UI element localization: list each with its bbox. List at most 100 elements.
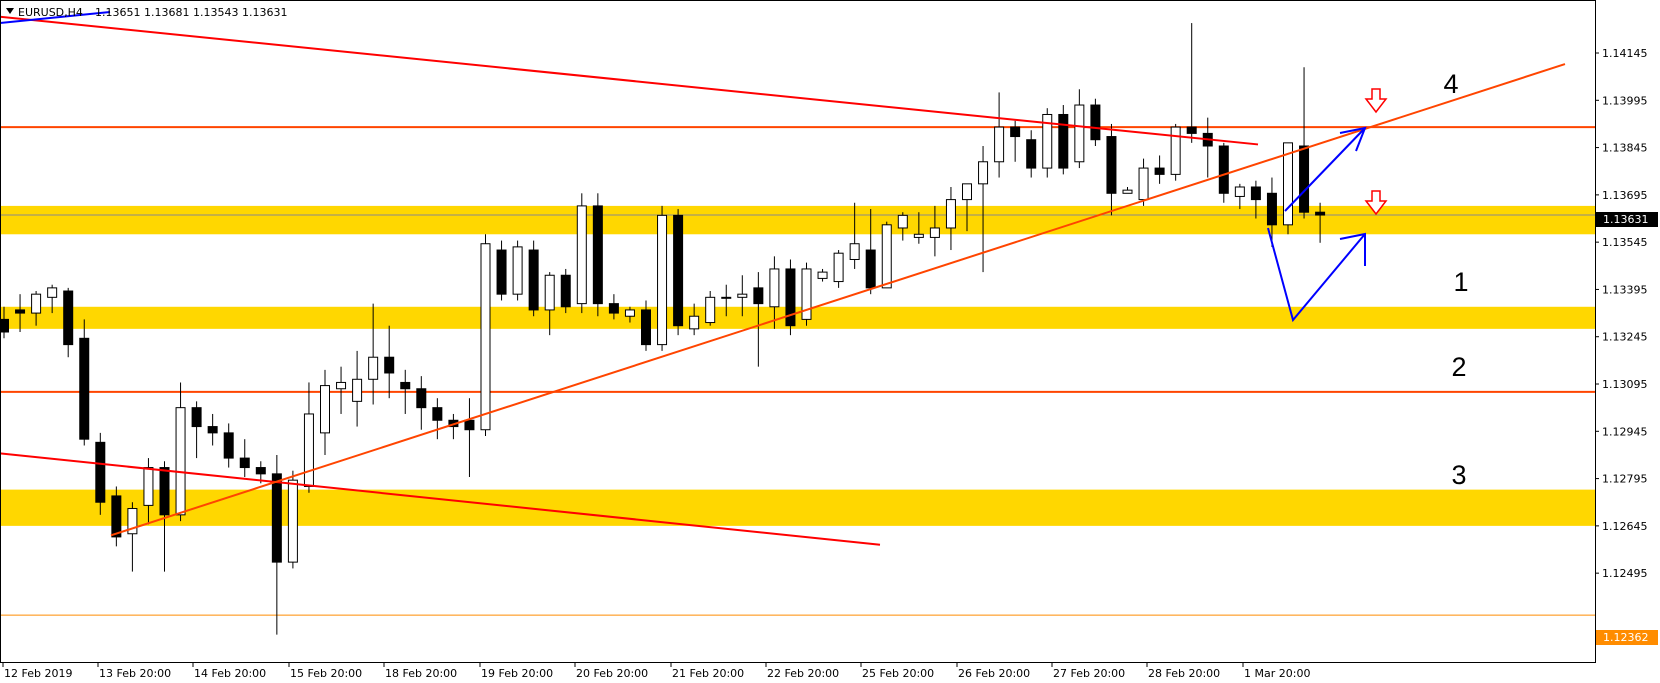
- candle: [464, 398, 475, 478]
- candle-body-bear: [79, 337, 90, 440]
- zone-label-3: 3: [1451, 460, 1466, 490]
- candle-body-bull: [31, 293, 42, 314]
- candle-body-bull: [833, 252, 844, 283]
- zone-band: [0, 489, 1595, 526]
- candle: [15, 294, 26, 332]
- candle: [1026, 130, 1037, 178]
- candle-body-bull: [721, 296, 732, 299]
- forecast-arrow-up-head: [1339, 126, 1367, 152]
- trendline-red: [0, 452, 881, 546]
- candle-body-bear: [865, 249, 876, 289]
- time-tick-label: 19 Feb 20:00: [481, 667, 553, 680]
- low-price-tag-bg: [1596, 630, 1658, 645]
- candle-body-bear: [528, 249, 539, 311]
- candle-body-bull: [287, 479, 298, 563]
- time-tick-label: 21 Feb 20:00: [672, 667, 744, 680]
- price-tick-label: 1.13995: [1602, 94, 1648, 107]
- candle-body-bull: [1283, 142, 1293, 226]
- candle-body-bull: [913, 233, 924, 238]
- collapse-triangle-icon[interactable]: [6, 8, 14, 14]
- candle-body-bear: [432, 407, 443, 421]
- candle-body-bear: [496, 249, 507, 295]
- price-tick-label: 1.13395: [1602, 283, 1648, 296]
- candle-body-bear: [592, 205, 603, 305]
- time-tick-label: 20 Feb 20:00: [576, 667, 648, 680]
- candlesticks: [0, 23, 1326, 635]
- candle-body-bear: [641, 309, 651, 346]
- candle-body-bear: [753, 287, 764, 305]
- candle-body-bull: [1234, 186, 1245, 197]
- candle: [400, 369, 411, 414]
- candle-body-bull: [994, 126, 1005, 163]
- down-arrow-markers: [1364, 88, 1388, 216]
- candle-body-bear: [1186, 126, 1197, 134]
- candle: [95, 432, 106, 515]
- trendline-blue: [0, 11, 111, 24]
- candle-body-bull: [737, 293, 748, 298]
- candle: [207, 413, 218, 446]
- price-tick-label: 1.13095: [1602, 378, 1648, 391]
- candle: [1090, 98, 1101, 147]
- candle: [528, 240, 539, 317]
- zone-label-1: 1: [1453, 267, 1468, 297]
- candle: [0, 306, 9, 339]
- candle: [753, 272, 764, 367]
- candle-body-bull: [769, 268, 780, 308]
- chart-header: EURUSD,H4 1.13651 1.13681 1.13543 1.1363…: [6, 6, 287, 19]
- candle: [673, 209, 684, 336]
- support-resistance-zones: [0, 205, 1595, 526]
- candle-body-bull: [929, 227, 940, 238]
- price-tick-label: 1.13245: [1602, 331, 1648, 344]
- candle: [817, 268, 828, 282]
- candle-body-bull: [801, 268, 812, 320]
- candle: [448, 413, 459, 440]
- price-tick-label: 1.14145: [1602, 47, 1648, 60]
- candle: [1058, 105, 1069, 175]
- candle: [689, 303, 700, 336]
- candle-body-bear: [1026, 139, 1037, 169]
- candle: [480, 234, 491, 437]
- candle: [641, 300, 651, 351]
- time-tick-label: 13 Feb 20:00: [99, 667, 171, 680]
- candle: [496, 240, 507, 301]
- candle-body-bull: [143, 467, 154, 506]
- time-tick-label: 1 Mar 20:00: [1244, 667, 1310, 680]
- candle-body-bull: [303, 413, 314, 487]
- candle-body-bear: [560, 274, 571, 308]
- candle: [1315, 202, 1326, 243]
- time-tick-label: 25 Feb 20:00: [862, 667, 934, 680]
- time-tick-label: 14 Feb 20:00: [194, 667, 266, 680]
- horizontal-levels: [0, 126, 1595, 616]
- candle-body-bull: [368, 356, 379, 380]
- candle: [785, 259, 796, 336]
- candle: [1218, 142, 1229, 203]
- candle-body-bear: [207, 426, 218, 434]
- forecast-arrow-down-up-path: [1267, 227, 1366, 323]
- price-tick-label: 1.12945: [1602, 425, 1648, 438]
- candle-body-bear: [1058, 113, 1069, 169]
- candle-body-bear: [63, 290, 74, 346]
- candle: [994, 92, 1005, 178]
- zone-band: [0, 205, 1595, 235]
- low-price-label: 1.12362: [1603, 631, 1649, 644]
- price-tick-label: 1.13695: [1602, 189, 1648, 202]
- forecast-arrow-up-path: [1284, 127, 1366, 212]
- candle: [223, 423, 234, 468]
- candle-body-bear: [0, 318, 9, 333]
- candle: [127, 502, 138, 572]
- candle: [897, 212, 908, 241]
- candle: [287, 470, 298, 569]
- candle-body-bear: [111, 495, 122, 538]
- candle-body-bull: [352, 378, 363, 402]
- candle: [368, 303, 379, 405]
- candle: [881, 221, 892, 289]
- candle: [544, 272, 555, 336]
- time-tick-label: 15 Feb 20:00: [290, 667, 362, 680]
- candle-body-bull: [817, 271, 828, 279]
- candle: [512, 240, 523, 301]
- price-tick-label: 1.12795: [1602, 473, 1648, 486]
- candle: [352, 350, 363, 427]
- candle-body-bear: [608, 303, 619, 314]
- candle-body-bear: [95, 441, 106, 503]
